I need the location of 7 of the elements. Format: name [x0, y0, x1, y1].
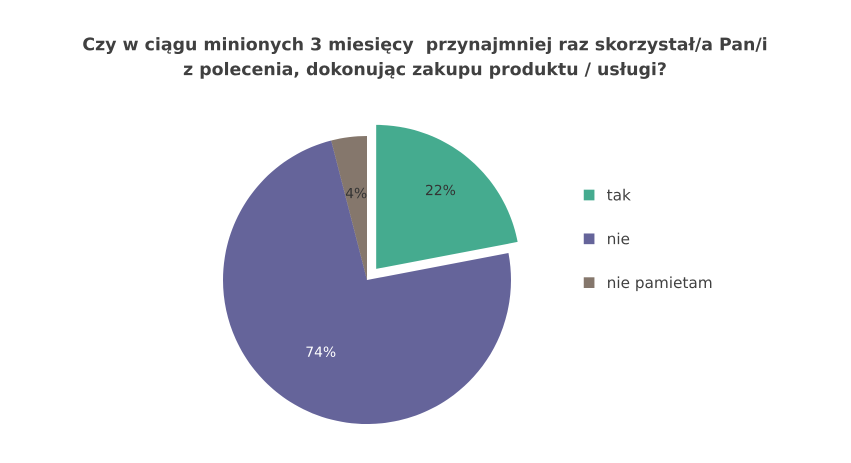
legend-label: nie [608, 232, 630, 244]
legend-label: nie pamietam [608, 276, 712, 292]
chart-title: Czy w ciągu minionych 3 miesięcy przynajmniej raz skorzystał/a Pan/i z polecenia, dokonując zakupu produktu / usługi? [83, 37, 766, 79]
data-label: 4% [346, 188, 366, 198]
data-label: 22% [426, 184, 456, 196]
data-label: 74% [306, 346, 336, 357]
legend-label: tak [607, 188, 631, 201]
